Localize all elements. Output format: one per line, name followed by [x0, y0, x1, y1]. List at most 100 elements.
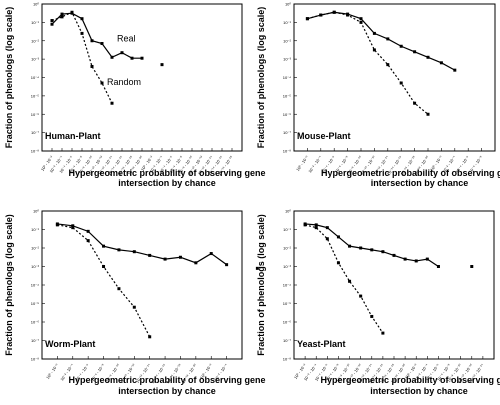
panel-label: Human-Plant	[45, 131, 101, 141]
data-point-real	[60, 12, 64, 16]
data-point-random	[110, 101, 114, 105]
data-point-random	[102, 265, 106, 268]
y-axis-title: Fraction of phenologs (log scale)	[256, 7, 266, 149]
data-point-random	[399, 81, 403, 85]
data-point-real	[160, 63, 164, 67]
data-point-real	[178, 255, 182, 259]
data-point-random	[55, 223, 59, 227]
y-tick-label: 10⁻⁷	[283, 130, 292, 135]
data-point-real	[348, 244, 352, 248]
y-tick-label: 10⁻²	[283, 38, 292, 43]
plot-frame	[293, 210, 495, 360]
y-tick-label: 10⁻⁵	[31, 93, 40, 98]
y-tick-label: 10⁻³	[31, 57, 40, 62]
data-point-real	[381, 250, 385, 254]
y-tick-label: 10⁻³	[283, 264, 292, 269]
data-point-random	[348, 279, 352, 283]
plot-frame	[41, 3, 243, 152]
series-line-real	[57, 223, 227, 266]
data-point-real	[453, 68, 457, 72]
data-point-real	[140, 56, 144, 60]
data-point-random	[413, 101, 417, 105]
y-axis-title: Fraction of phenologs (log scale)	[256, 214, 266, 356]
y-tick-label: 10⁻⁷	[31, 130, 40, 135]
y-tick-label: 10⁻⁵	[283, 301, 292, 306]
series-line-random	[51, 11, 113, 104]
data-point-real	[130, 56, 134, 60]
data-point-real	[413, 50, 417, 54]
data-point-random	[372, 48, 376, 52]
series-line-real	[305, 223, 439, 267]
data-point-random	[426, 112, 430, 116]
x-axis-title: Hypergeometric probability of observing …	[68, 375, 265, 385]
y-tick-label: 10⁻¹	[283, 227, 292, 232]
data-point-real	[336, 235, 340, 239]
y-tick-label: 10⁻⁶	[283, 112, 292, 117]
y-tick-label: 10⁻³	[283, 57, 292, 62]
x-axis-title: Hypergeometric probability of observing …	[321, 168, 500, 178]
data-point-real	[439, 61, 443, 65]
data-point-random	[305, 17, 309, 21]
y-tick-label: 10⁻⁶	[31, 320, 40, 325]
data-point-real	[403, 257, 407, 261]
data-point-real	[372, 31, 376, 35]
x-tick-label: 10⁰ - 10⁻²	[45, 362, 60, 380]
data-point-random	[359, 294, 363, 298]
data-point-real	[436, 265, 440, 268]
data-point-real	[399, 44, 403, 48]
data-point-real	[71, 224, 75, 228]
x-axis-title-line2: intersection by chance	[118, 178, 216, 188]
x-axis-title-line2: intersection by chance	[118, 386, 216, 396]
series-line-random	[304, 224, 384, 334]
data-point-random	[319, 13, 323, 17]
series-line-real	[51, 12, 142, 59]
data-point-real	[392, 253, 396, 257]
data-point-real	[209, 252, 213, 256]
data-point-random	[117, 287, 121, 291]
y-tick-label: 10⁻³	[31, 264, 40, 269]
y-axis-title: Fraction of phenologs (log scale)	[4, 214, 14, 356]
y-tick-label: 10⁻¹	[31, 20, 40, 25]
y-tick-label: 10⁻¹	[31, 227, 40, 232]
data-point-random	[132, 305, 136, 309]
data-point-real	[425, 257, 429, 261]
y-tick-label: 10⁻⁸	[31, 149, 40, 154]
series-line-random	[307, 11, 429, 115]
data-point-real	[225, 263, 229, 267]
data-point-real	[50, 22, 54, 26]
data-point-real	[117, 248, 121, 252]
x-axis-title: Hypergeometric probability of observing …	[68, 168, 265, 178]
data-point-random	[100, 81, 104, 85]
data-point-real	[426, 55, 430, 59]
y-axis-title: Fraction of phenologs (log scale)	[4, 7, 14, 149]
data-point-random	[303, 223, 307, 227]
y-tick-label: 10⁻⁸	[283, 149, 292, 154]
data-point-random	[381, 331, 385, 335]
y-tick-label: 10⁰	[285, 2, 291, 7]
data-point-real	[386, 37, 390, 41]
y-tick-label: 10⁻²	[31, 246, 40, 251]
y-tick-label: 10⁻⁶	[31, 112, 40, 117]
data-point-random	[386, 63, 390, 67]
data-point-random	[325, 237, 329, 241]
y-tick-label: 10⁻⁵	[31, 301, 40, 306]
data-point-random	[71, 226, 75, 230]
x-axis-title-line2: intersection by chance	[370, 386, 468, 396]
series-label: Real	[117, 33, 136, 43]
x-axis-title: Hypergeometric probability of observing …	[320, 375, 500, 385]
data-point-random	[50, 19, 54, 23]
data-point-real	[194, 261, 198, 265]
y-tick-label: 10⁻⁶	[283, 320, 292, 325]
y-tick-label: 10⁻⁴	[283, 75, 292, 80]
data-point-real	[314, 223, 318, 227]
y-tick-label: 10⁻⁴	[31, 75, 40, 80]
data-point-real	[163, 257, 167, 261]
data-point-random	[148, 335, 152, 339]
data-point-real	[255, 266, 259, 270]
y-tick-label: 10⁻⁸	[31, 357, 40, 362]
y-tick-label: 10⁻²	[283, 246, 292, 251]
panel-label: Worm-Plant	[45, 339, 95, 349]
series-line-random	[57, 224, 151, 338]
data-point-real	[110, 55, 114, 59]
y-tick-label: 10⁰	[285, 209, 291, 214]
